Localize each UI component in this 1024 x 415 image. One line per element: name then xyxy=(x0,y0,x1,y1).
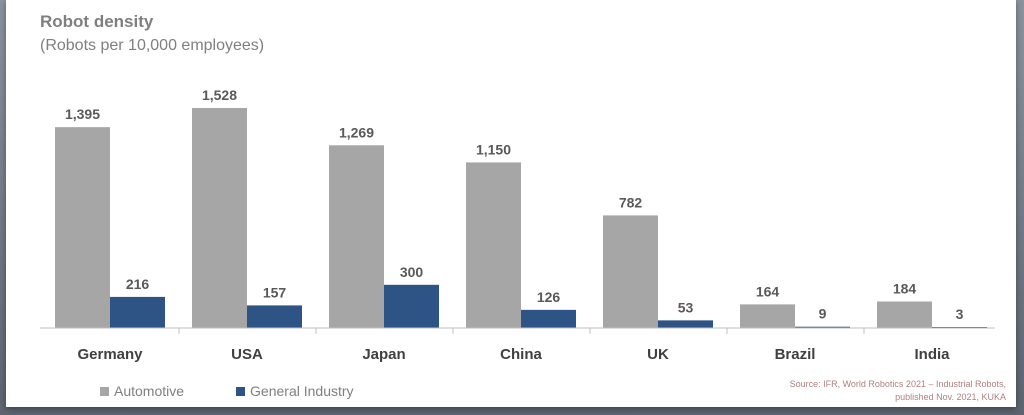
value-label-general-industry-uk: 53 xyxy=(678,299,694,315)
value-label-automotive-japan: 1,269 xyxy=(339,124,374,140)
bar-general-industry-china xyxy=(521,309,576,328)
category-label-uk: UK xyxy=(647,346,669,363)
legend-swatch-automotive xyxy=(100,386,109,396)
bar-general-industry-uk xyxy=(658,320,713,328)
category-label-usa: USA xyxy=(231,346,263,363)
bar-automotive-india xyxy=(877,301,932,328)
category-label-brazil: Brazil xyxy=(775,346,816,363)
bar-general-industry-usa xyxy=(247,305,302,328)
value-label-automotive-brazil: 164 xyxy=(756,283,780,299)
legend-item-automotive: Automotive xyxy=(100,383,184,399)
bar-automotive-uk xyxy=(603,215,658,328)
source-note: Source: IFR, World Robotics 2021 – Indus… xyxy=(790,378,1006,404)
category-label-germany: Germany xyxy=(77,346,143,363)
bar-general-industry-japan xyxy=(384,284,439,328)
bar-automotive-germany xyxy=(55,127,110,328)
category-label-japan: Japan xyxy=(362,346,405,363)
value-label-general-industry-usa: 157 xyxy=(263,284,287,300)
value-label-automotive-india: 184 xyxy=(893,281,917,297)
legend: Automotive General Industry xyxy=(100,383,406,399)
value-label-general-industry-germany: 216 xyxy=(126,276,150,292)
bar-automotive-usa xyxy=(192,108,247,328)
value-label-automotive-usa: 1,528 xyxy=(202,87,237,103)
value-label-general-industry-japan: 300 xyxy=(400,264,424,280)
category-label-india: India xyxy=(914,346,950,363)
source-line-2: published Nov. 2021, KUKA xyxy=(895,392,1006,402)
value-label-automotive-germany: 1,395 xyxy=(65,106,100,122)
value-label-general-industry-brazil: 9 xyxy=(819,306,827,322)
category-label-china: China xyxy=(500,346,542,363)
legend-label-automotive: Automotive xyxy=(114,383,185,399)
value-label-automotive-china: 1,150 xyxy=(476,141,511,157)
chart-subtitle: (Robots per 10,000 employees) xyxy=(40,37,265,54)
source-line-1: Source: IFR, World Robotics 2021 – Indus… xyxy=(789,379,1006,389)
value-label-automotive-uk: 782 xyxy=(619,194,643,210)
bar-general-industry-brazil xyxy=(795,326,850,328)
chart-title: Robot density xyxy=(40,12,154,31)
value-label-general-industry-china: 126 xyxy=(537,289,561,305)
bar-automotive-japan xyxy=(329,145,384,328)
bar-automotive-china xyxy=(466,162,521,328)
value-label-general-industry-india: 3 xyxy=(956,306,964,322)
legend-item-general-industry: General Industry xyxy=(236,383,354,399)
bar-automotive-brazil xyxy=(740,304,795,328)
legend-swatch-general-industry xyxy=(236,386,246,396)
bar-general-industry-germany xyxy=(110,296,165,328)
legend-label-general-industry: General Industry xyxy=(250,383,354,399)
